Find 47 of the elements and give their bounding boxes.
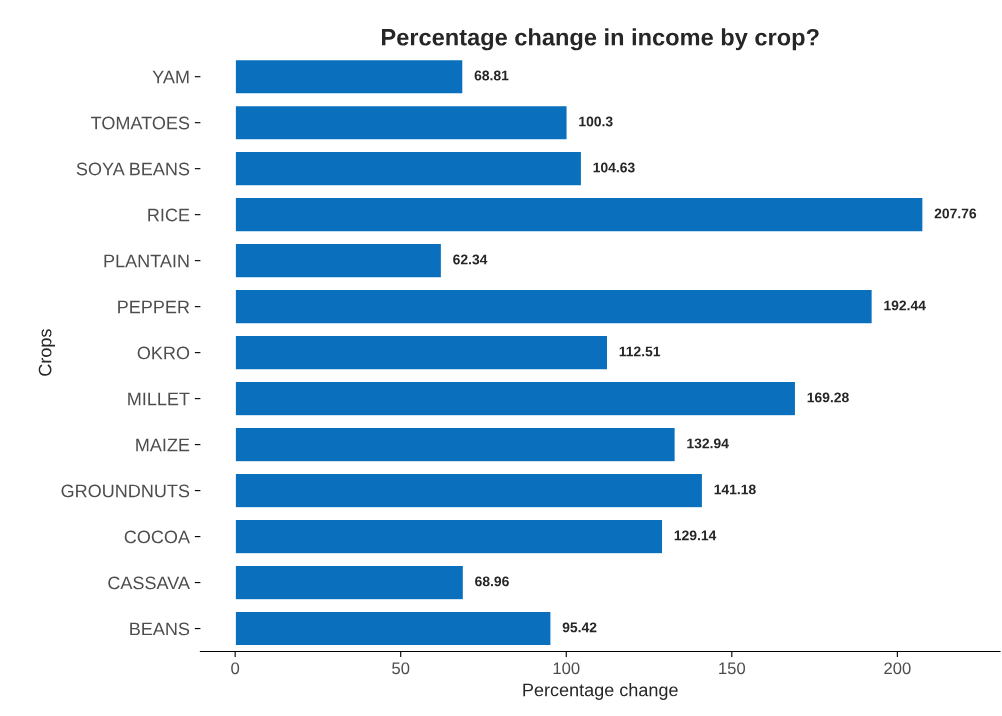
- data-label: 95.42: [562, 622, 597, 633]
- x-tick-label: 150: [719, 662, 746, 675]
- bar: [234, 426, 677, 463]
- x-tick-label: 100: [553, 662, 580, 675]
- y-tick-label: TOMATOES: [91, 116, 190, 130]
- bar: [234, 150, 583, 187]
- x-axis-title: Percentage change: [523, 683, 678, 700]
- y-tick-label: PEPPER: [118, 300, 190, 314]
- data-label: 100.3: [579, 116, 613, 127]
- data-label: 192.44: [884, 300, 926, 311]
- data-label: 112.51: [619, 346, 661, 357]
- y-tick-label: BEANS: [130, 622, 190, 636]
- data-label: 104.63: [593, 162, 635, 173]
- bar: [234, 518, 664, 555]
- bar: [234, 564, 465, 601]
- bar: [234, 610, 552, 647]
- y-tick-label: CASSAVA: [108, 576, 190, 590]
- chart-title: Percentage change in income by crop?: [382, 28, 819, 51]
- y-tick-label: GROUNDNUTS: [61, 484, 190, 498]
- bar: [234, 104, 568, 141]
- data-label: 68.81: [474, 70, 509, 81]
- bar: [234, 380, 797, 417]
- y-tick-label: PLANTAIN: [104, 254, 189, 268]
- y-tick-label: YAM: [152, 70, 189, 84]
- y-tick-label: SOYA BEANS: [76, 162, 190, 176]
- bar: [234, 472, 704, 509]
- data-label: 62.34: [453, 254, 488, 265]
- y-tick-label: MILLET: [128, 392, 190, 406]
- data-label: 169.28: [807, 392, 849, 403]
- y-tick-label: COCOA: [124, 530, 190, 544]
- data-label: 141.18: [714, 484, 756, 495]
- bar: [234, 196, 924, 233]
- data-label: 132.94: [687, 438, 729, 449]
- bar: [234, 334, 609, 371]
- bar: [234, 242, 443, 279]
- bar: [234, 288, 874, 325]
- y-tick-label: RICE: [148, 208, 190, 222]
- x-tick-label: 0: [231, 662, 240, 675]
- x-tick-label: 200: [884, 662, 911, 675]
- data-label: 207.76: [934, 208, 977, 219]
- x-tick-label: 50: [392, 662, 410, 675]
- data-label: 129.14: [674, 530, 717, 541]
- y-axis-title: Crops: [38, 329, 56, 376]
- y-tick-label: MAIZE: [136, 438, 190, 452]
- y-tick-label: OKRO: [137, 346, 190, 360]
- data-label: 68.96: [475, 576, 509, 587]
- bar: [234, 58, 464, 95]
